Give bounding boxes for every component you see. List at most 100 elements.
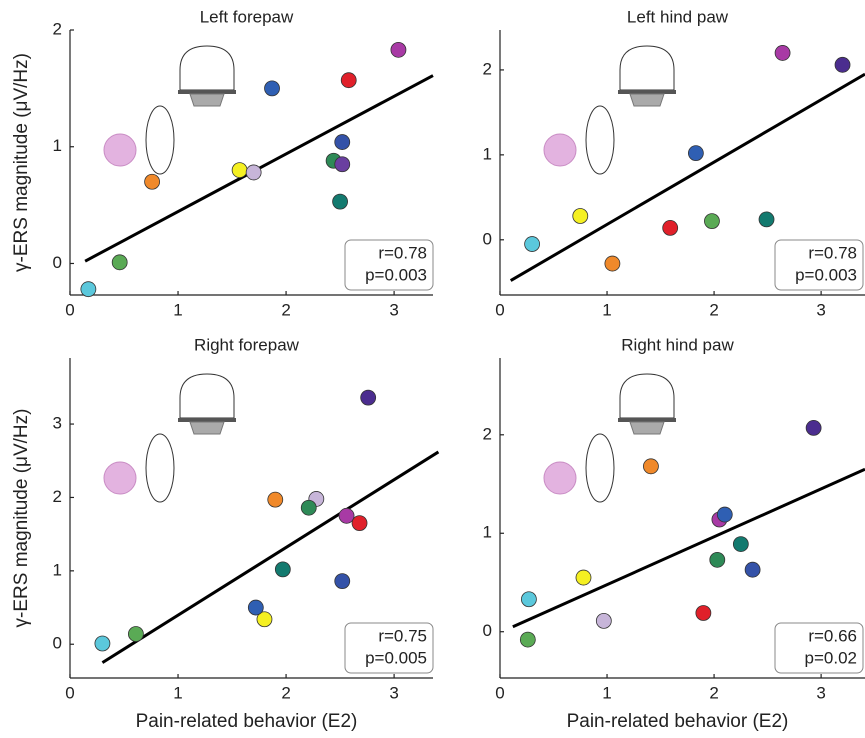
x-tick-label: 1 xyxy=(602,683,611,702)
y-tick-label: 2 xyxy=(53,19,62,38)
data-point xyxy=(333,194,348,209)
y-tick-label: 0 xyxy=(53,634,62,653)
x-tick-label: 1 xyxy=(173,683,182,702)
paw-icon xyxy=(544,134,576,166)
illustration xyxy=(544,46,676,174)
data-point xyxy=(573,209,588,224)
data-point xyxy=(775,45,790,60)
y-tick-label: 0 xyxy=(53,253,62,272)
brain-icon xyxy=(618,374,676,434)
y-tick-label: 1 xyxy=(53,136,62,155)
illustration xyxy=(104,374,236,502)
data-point xyxy=(521,592,536,607)
data-point xyxy=(745,562,760,577)
y-axis-label: γ-ERS magnitude (μV/Hz) xyxy=(11,409,32,628)
annotation-text: p=0.003 xyxy=(795,265,857,284)
illustration xyxy=(104,46,236,174)
data-point xyxy=(806,420,821,435)
x-tick-label: 1 xyxy=(173,300,182,319)
x-tick-label: 2 xyxy=(281,300,290,319)
y-tick-label: 1 xyxy=(53,560,62,579)
data-point xyxy=(525,237,540,252)
y-tick-label: 2 xyxy=(483,424,492,443)
brain-icon xyxy=(178,374,236,434)
brain-icon xyxy=(178,46,236,106)
x-axis-label: Pain-related behavior (E2) xyxy=(136,711,358,732)
data-point xyxy=(352,516,367,531)
paw-icon xyxy=(544,462,576,494)
data-point xyxy=(128,626,143,641)
y-tick-label: 0 xyxy=(483,621,492,640)
data-point xyxy=(232,163,247,178)
paw-icon xyxy=(104,462,136,494)
x-tick-label: 2 xyxy=(709,683,718,702)
data-point xyxy=(717,507,732,522)
data-point xyxy=(145,174,160,189)
data-point xyxy=(112,255,127,270)
x-tick-label: 2 xyxy=(709,300,718,319)
mouse-body xyxy=(586,434,614,502)
mouse-body xyxy=(146,106,174,174)
figure: 0 1 2 3 0 1 2 Left forepaw γ-ERS magnitude (μV/H… xyxy=(0,0,865,738)
data-point xyxy=(605,256,620,271)
data-point xyxy=(361,390,376,405)
data-point xyxy=(341,73,356,88)
data-point xyxy=(710,552,725,567)
mouse-body xyxy=(146,434,174,502)
panel: 0 1 2 3 0 1 2 Right hind paw Pain-related behavi… xyxy=(483,335,865,732)
panel-title: Left forepaw xyxy=(200,7,294,26)
x-tick-label: 0 xyxy=(65,683,74,702)
panel: 0123012Left forepawγ-ERS magnitude (μV/H… xyxy=(11,7,433,319)
x-tick-label: 1 xyxy=(602,300,611,319)
data-point xyxy=(246,165,261,180)
data-point xyxy=(688,146,703,161)
x-tick-label: 2 xyxy=(281,683,290,702)
annotation-text: r=0.75 xyxy=(378,626,427,645)
annotation-text: r=0.78 xyxy=(808,243,857,262)
data-point xyxy=(339,508,354,523)
data-point xyxy=(643,459,658,474)
data-point xyxy=(335,135,350,150)
x-tick-label: 3 xyxy=(816,683,825,702)
data-point xyxy=(335,157,350,172)
x-tick-label: 3 xyxy=(816,300,825,319)
x-tick-label: 0 xyxy=(495,300,504,319)
data-point xyxy=(704,214,719,229)
data-point xyxy=(576,570,591,585)
brain-icon xyxy=(618,46,676,106)
mouse-body xyxy=(586,106,614,174)
y-tick-label: 2 xyxy=(53,487,62,506)
panel-title: Left hind paw xyxy=(627,7,729,26)
data-point xyxy=(95,636,110,651)
data-point xyxy=(81,282,96,297)
y-tick-label: 1 xyxy=(483,523,492,542)
annotation-text: r=0.78 xyxy=(378,243,427,262)
annotation-text: p=0.003 xyxy=(365,265,427,284)
annotation-text: p=0.02 xyxy=(805,648,857,667)
x-tick-label: 0 xyxy=(495,683,504,702)
data-point xyxy=(335,574,350,589)
y-tick-label: 3 xyxy=(53,414,62,433)
y-tick-label: 2 xyxy=(483,59,492,78)
data-point xyxy=(835,57,850,72)
data-point xyxy=(696,606,711,621)
panel-title: Right forepaw xyxy=(194,335,300,354)
y-axis-label: γ-ERS magnitude (μV/Hz) xyxy=(11,53,32,272)
data-point xyxy=(275,562,290,577)
paw-icon xyxy=(104,134,136,166)
page: {"chart_data": [ {"type": "scatter", "ti… xyxy=(0,0,865,738)
data-point xyxy=(248,600,263,615)
data-point xyxy=(520,632,535,647)
data-point xyxy=(733,537,748,552)
x-axis-label: Pain-related behavior (E2) xyxy=(567,711,789,732)
annotation-text: r=0.66 xyxy=(808,626,857,645)
y-tick-label: 1 xyxy=(483,144,492,163)
panel-title: Right hind paw xyxy=(621,335,734,354)
data-point xyxy=(759,212,774,227)
data-point xyxy=(391,42,406,57)
illustration xyxy=(544,374,676,502)
data-point xyxy=(596,613,611,628)
data-point xyxy=(265,81,280,96)
